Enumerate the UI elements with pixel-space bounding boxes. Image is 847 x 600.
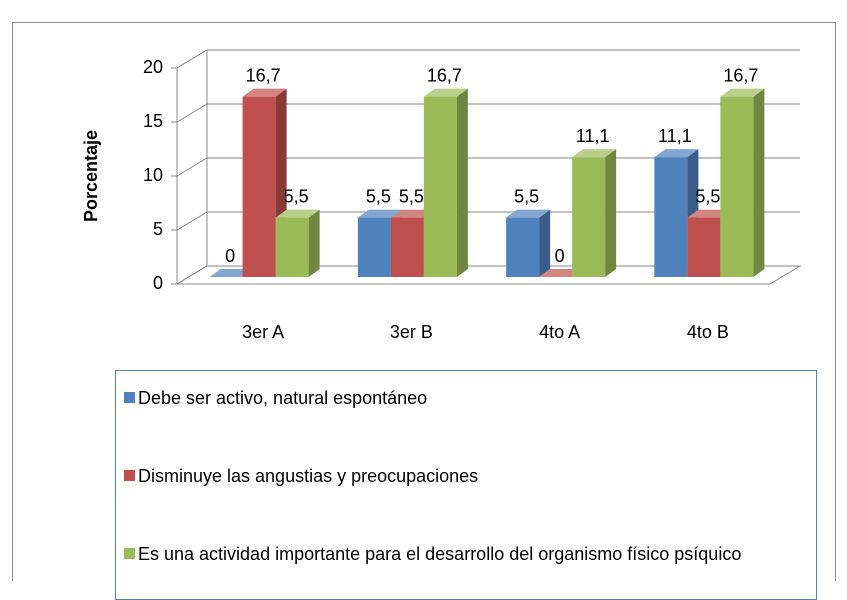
x-tick-label: 4to A <box>539 322 580 342</box>
data-label: 16,7 <box>427 65 462 85</box>
legend-label: Disminuye las angustias y preocupaciones <box>138 466 479 486</box>
bar <box>506 217 540 277</box>
bar-top <box>654 149 699 158</box>
y-tick-label: 5 <box>153 219 163 239</box>
bar-top <box>572 149 617 158</box>
data-label: 5,5 <box>399 186 424 206</box>
bar <box>654 157 688 277</box>
bar-top <box>242 88 287 97</box>
data-label: 5,5 <box>366 186 391 206</box>
grid-line <box>176 49 800 69</box>
bar <box>687 217 721 277</box>
y-tick-label: 10 <box>143 165 163 185</box>
bar-side <box>753 88 765 277</box>
data-label: 11,1 <box>576 126 610 146</box>
data-label: 0 <box>555 246 565 266</box>
data-label: 0 <box>225 246 235 266</box>
data-label: 11,1 <box>658 126 692 146</box>
bar <box>275 217 309 277</box>
legend-swatch <box>124 470 135 481</box>
bar <box>720 96 754 277</box>
legend-item: Debe ser activo, natural espontáneo <box>124 387 824 409</box>
x-tick-label: 3er B <box>390 322 433 342</box>
x-tick-label: 4to B <box>687 322 729 342</box>
legend-label: Debe ser activo, natural espontáneo <box>138 388 428 408</box>
data-label: 5,5 <box>514 186 539 206</box>
chart: Porcentaje 0 5 10 15 20 3er A 0 16,7 5,5 3er B 5,5… <box>12 22 836 581</box>
legend: Debe ser activo, natural espontáneo Dismi… <box>115 370 817 600</box>
bar-side <box>539 209 551 277</box>
bar-top <box>275 209 320 218</box>
bar-top <box>357 209 402 218</box>
bar <box>357 217 391 277</box>
bar-side <box>456 88 468 277</box>
bar <box>423 96 457 277</box>
bar-top <box>423 88 468 97</box>
bar-top <box>506 209 551 218</box>
data-label: 16,7 <box>723 65 758 85</box>
page: Porcentaje 0 5 10 15 20 3er A 0 16,7 5,5 3er B 5,5… <box>12 22 836 600</box>
legend-item: Es una actividad importante para el desa… <box>124 543 824 565</box>
data-label: 5,5 <box>695 186 720 206</box>
data-label: 16,7 <box>246 65 281 85</box>
data-label: 5,5 <box>284 186 309 206</box>
bar-top <box>720 88 765 97</box>
legend-swatch <box>124 548 135 559</box>
y-tick-label: 15 <box>143 111 163 131</box>
legend-item: Disminuye las angustias y preocupaciones <box>124 465 824 487</box>
y-tick-label: 0 <box>153 273 163 293</box>
bar-side <box>605 149 617 277</box>
grid-line <box>176 103 800 123</box>
x-tick-label: 3er A <box>242 322 284 342</box>
bar <box>390 217 424 277</box>
bar-side <box>308 209 320 277</box>
legend-label: Es una actividad importante para el desa… <box>138 544 742 564</box>
bar <box>572 157 606 277</box>
legend-swatch <box>124 392 135 403</box>
y-axis-title: Porcentaje <box>81 130 101 222</box>
y-tick-label: 20 <box>143 57 163 77</box>
bar <box>242 96 276 277</box>
